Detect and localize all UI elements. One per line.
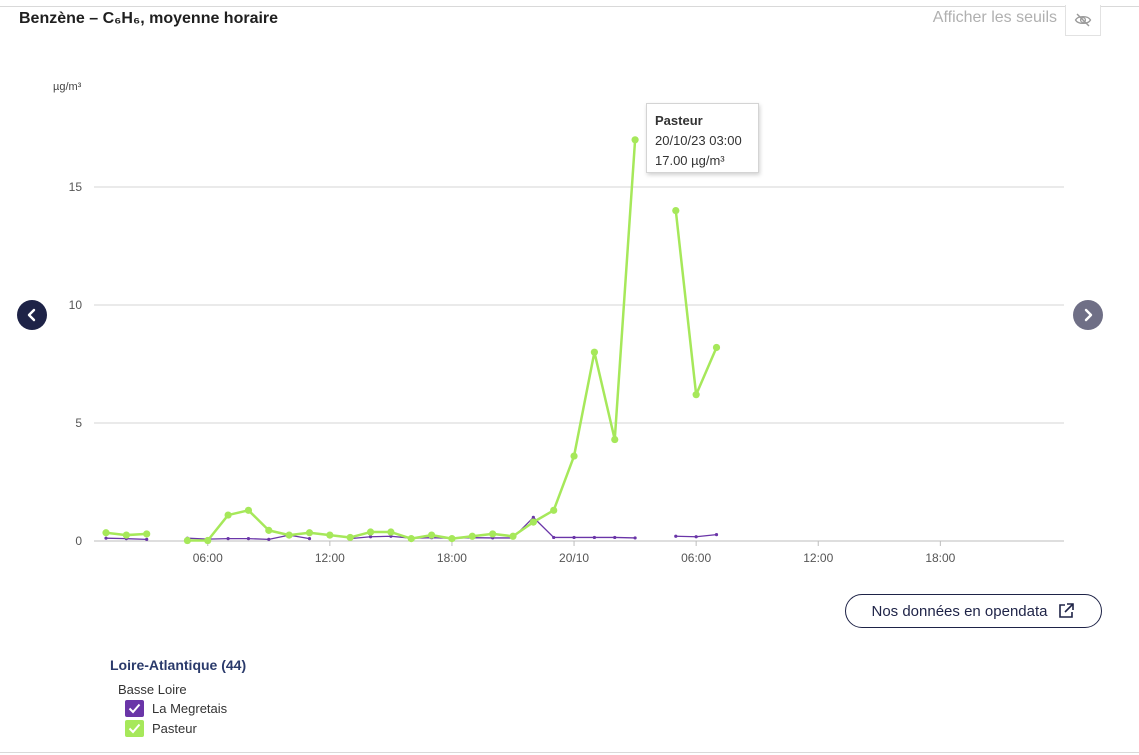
chart-grid: [94, 186, 1064, 542]
chart-title: Benzène – C₆H₆, moyenne horaire: [19, 10, 279, 27]
data-point[interactable]: [672, 207, 680, 215]
data-point[interactable]: [102, 529, 110, 537]
checkmark-icon: [128, 723, 141, 734]
data-point[interactable]: [226, 537, 230, 541]
y-tick-label: 15: [69, 180, 83, 194]
data-point[interactable]: [104, 536, 108, 540]
chevron-right-icon: [1084, 308, 1093, 322]
legend-item-pasteur[interactable]: Pasteur: [125, 720, 197, 737]
next-period-button[interactable]: [1073, 300, 1103, 330]
data-point[interactable]: [326, 531, 334, 539]
data-tooltip: Pasteur 20/10/23 03:00 17.00 µg/m³: [646, 103, 759, 173]
data-point[interactable]: [633, 536, 637, 540]
opendata-button[interactable]: Nos données en opendata: [845, 594, 1102, 628]
data-point[interactable]: [267, 537, 271, 541]
checkbox-pasteur[interactable]: [125, 720, 144, 737]
toggle-thresholds-button[interactable]: [1065, 5, 1101, 36]
x-tick-label: 06:00: [681, 551, 711, 565]
data-point[interactable]: [570, 452, 578, 460]
external-link-icon: [1059, 603, 1075, 618]
data-point[interactable]: [285, 531, 293, 539]
y-axis-ticks: 0 5 10 15: [69, 180, 83, 548]
data-point[interactable]: [368, 535, 373, 539]
data-point[interactable]: [468, 532, 476, 540]
data-point[interactable]: [592, 535, 597, 540]
data-point[interactable]: [613, 535, 617, 540]
checkmark-icon: [128, 703, 141, 714]
data-point[interactable]: [714, 533, 719, 537]
tooltip-station: Pasteur: [655, 113, 703, 128]
legend-item-la-megretais[interactable]: La Megretais: [125, 700, 227, 717]
data-point[interactable]: [694, 535, 698, 539]
tooltip-datetime: 20/10/23 03:00: [655, 133, 742, 148]
y-tick-label: 0: [75, 534, 82, 548]
x-tick-label: 20/10: [559, 551, 589, 565]
data-point[interactable]: [145, 537, 149, 541]
chart-canvas: µg/m³ 0 5 10 15 06:00 12:00 18:00 20/10 06:00 12…: [53, 81, 1064, 565]
x-tick-label: 06:00: [193, 551, 223, 565]
data-point[interactable]: [489, 530, 497, 538]
data-point[interactable]: [387, 528, 395, 536]
data-point[interactable]: [590, 348, 599, 356]
x-axis-ticks: 06:00 12:00 18:00 20/10 06:00 12:00 18:00: [193, 541, 956, 565]
show-thresholds-label[interactable]: Afficher les seuils: [932, 9, 1057, 26]
x-tick-label: 18:00: [925, 551, 955, 565]
data-point[interactable]: [552, 535, 556, 540]
x-tick-label: 12:00: [803, 551, 833, 565]
data-point[interactable]: [265, 526, 273, 534]
data-point[interactable]: [692, 391, 700, 399]
y-axis-unit: µg/m³: [53, 81, 82, 93]
y-tick-label: 10: [69, 298, 83, 312]
legend-zone: Basse Loire: [118, 682, 187, 697]
data-point[interactable]: [305, 529, 314, 537]
data-point[interactable]: [204, 536, 212, 545]
x-tick-label: 18:00: [437, 551, 467, 565]
chart-series: [102, 136, 721, 545]
chevron-left-icon: [27, 308, 36, 322]
series-line: [674, 210, 718, 396]
data-point[interactable]: [246, 537, 251, 541]
data-point[interactable]: [143, 530, 151, 538]
series-line: [187, 139, 637, 542]
bottom-divider: [0, 752, 1139, 753]
checkbox-la-megretais[interactable]: [125, 700, 144, 717]
tooltip-value: 17.00 µg/m³: [655, 153, 725, 168]
y-tick-label: 5: [75, 416, 82, 430]
data-point[interactable]: [407, 535, 415, 543]
data-point[interactable]: [509, 532, 517, 540]
legend-label-la-megretais: La Megretais: [152, 701, 228, 716]
data-point[interactable]: [531, 515, 535, 520]
opendata-button-label: Nos données en opendata: [871, 602, 1048, 620]
data-point[interactable]: [346, 533, 354, 542]
data-point[interactable]: [122, 531, 130, 539]
data-point[interactable]: [572, 535, 576, 540]
data-point[interactable]: [611, 435, 619, 444]
data-point[interactable]: [307, 537, 312, 541]
data-point[interactable]: [712, 343, 721, 352]
data-point[interactable]: [224, 511, 232, 519]
legend-label-pasteur: Pasteur: [152, 721, 197, 736]
top-divider: [0, 6, 1139, 7]
x-tick-label: 12:00: [315, 551, 345, 565]
legend-department: Loire-Atlantique (44): [110, 657, 247, 673]
data-point[interactable]: [550, 506, 558, 514]
data-point[interactable]: [366, 528, 375, 536]
previous-period-button[interactable]: [17, 300, 47, 330]
data-point[interactable]: [674, 534, 678, 538]
data-point[interactable]: [631, 136, 639, 144]
data-point[interactable]: [183, 536, 191, 545]
data-point[interactable]: [448, 535, 456, 543]
data-point[interactable]: [244, 506, 253, 514]
data-point[interactable]: [529, 518, 537, 526]
data-point[interactable]: [428, 531, 436, 539]
series-pasteur: [102, 136, 721, 545]
eye-off-icon: [1074, 13, 1092, 27]
